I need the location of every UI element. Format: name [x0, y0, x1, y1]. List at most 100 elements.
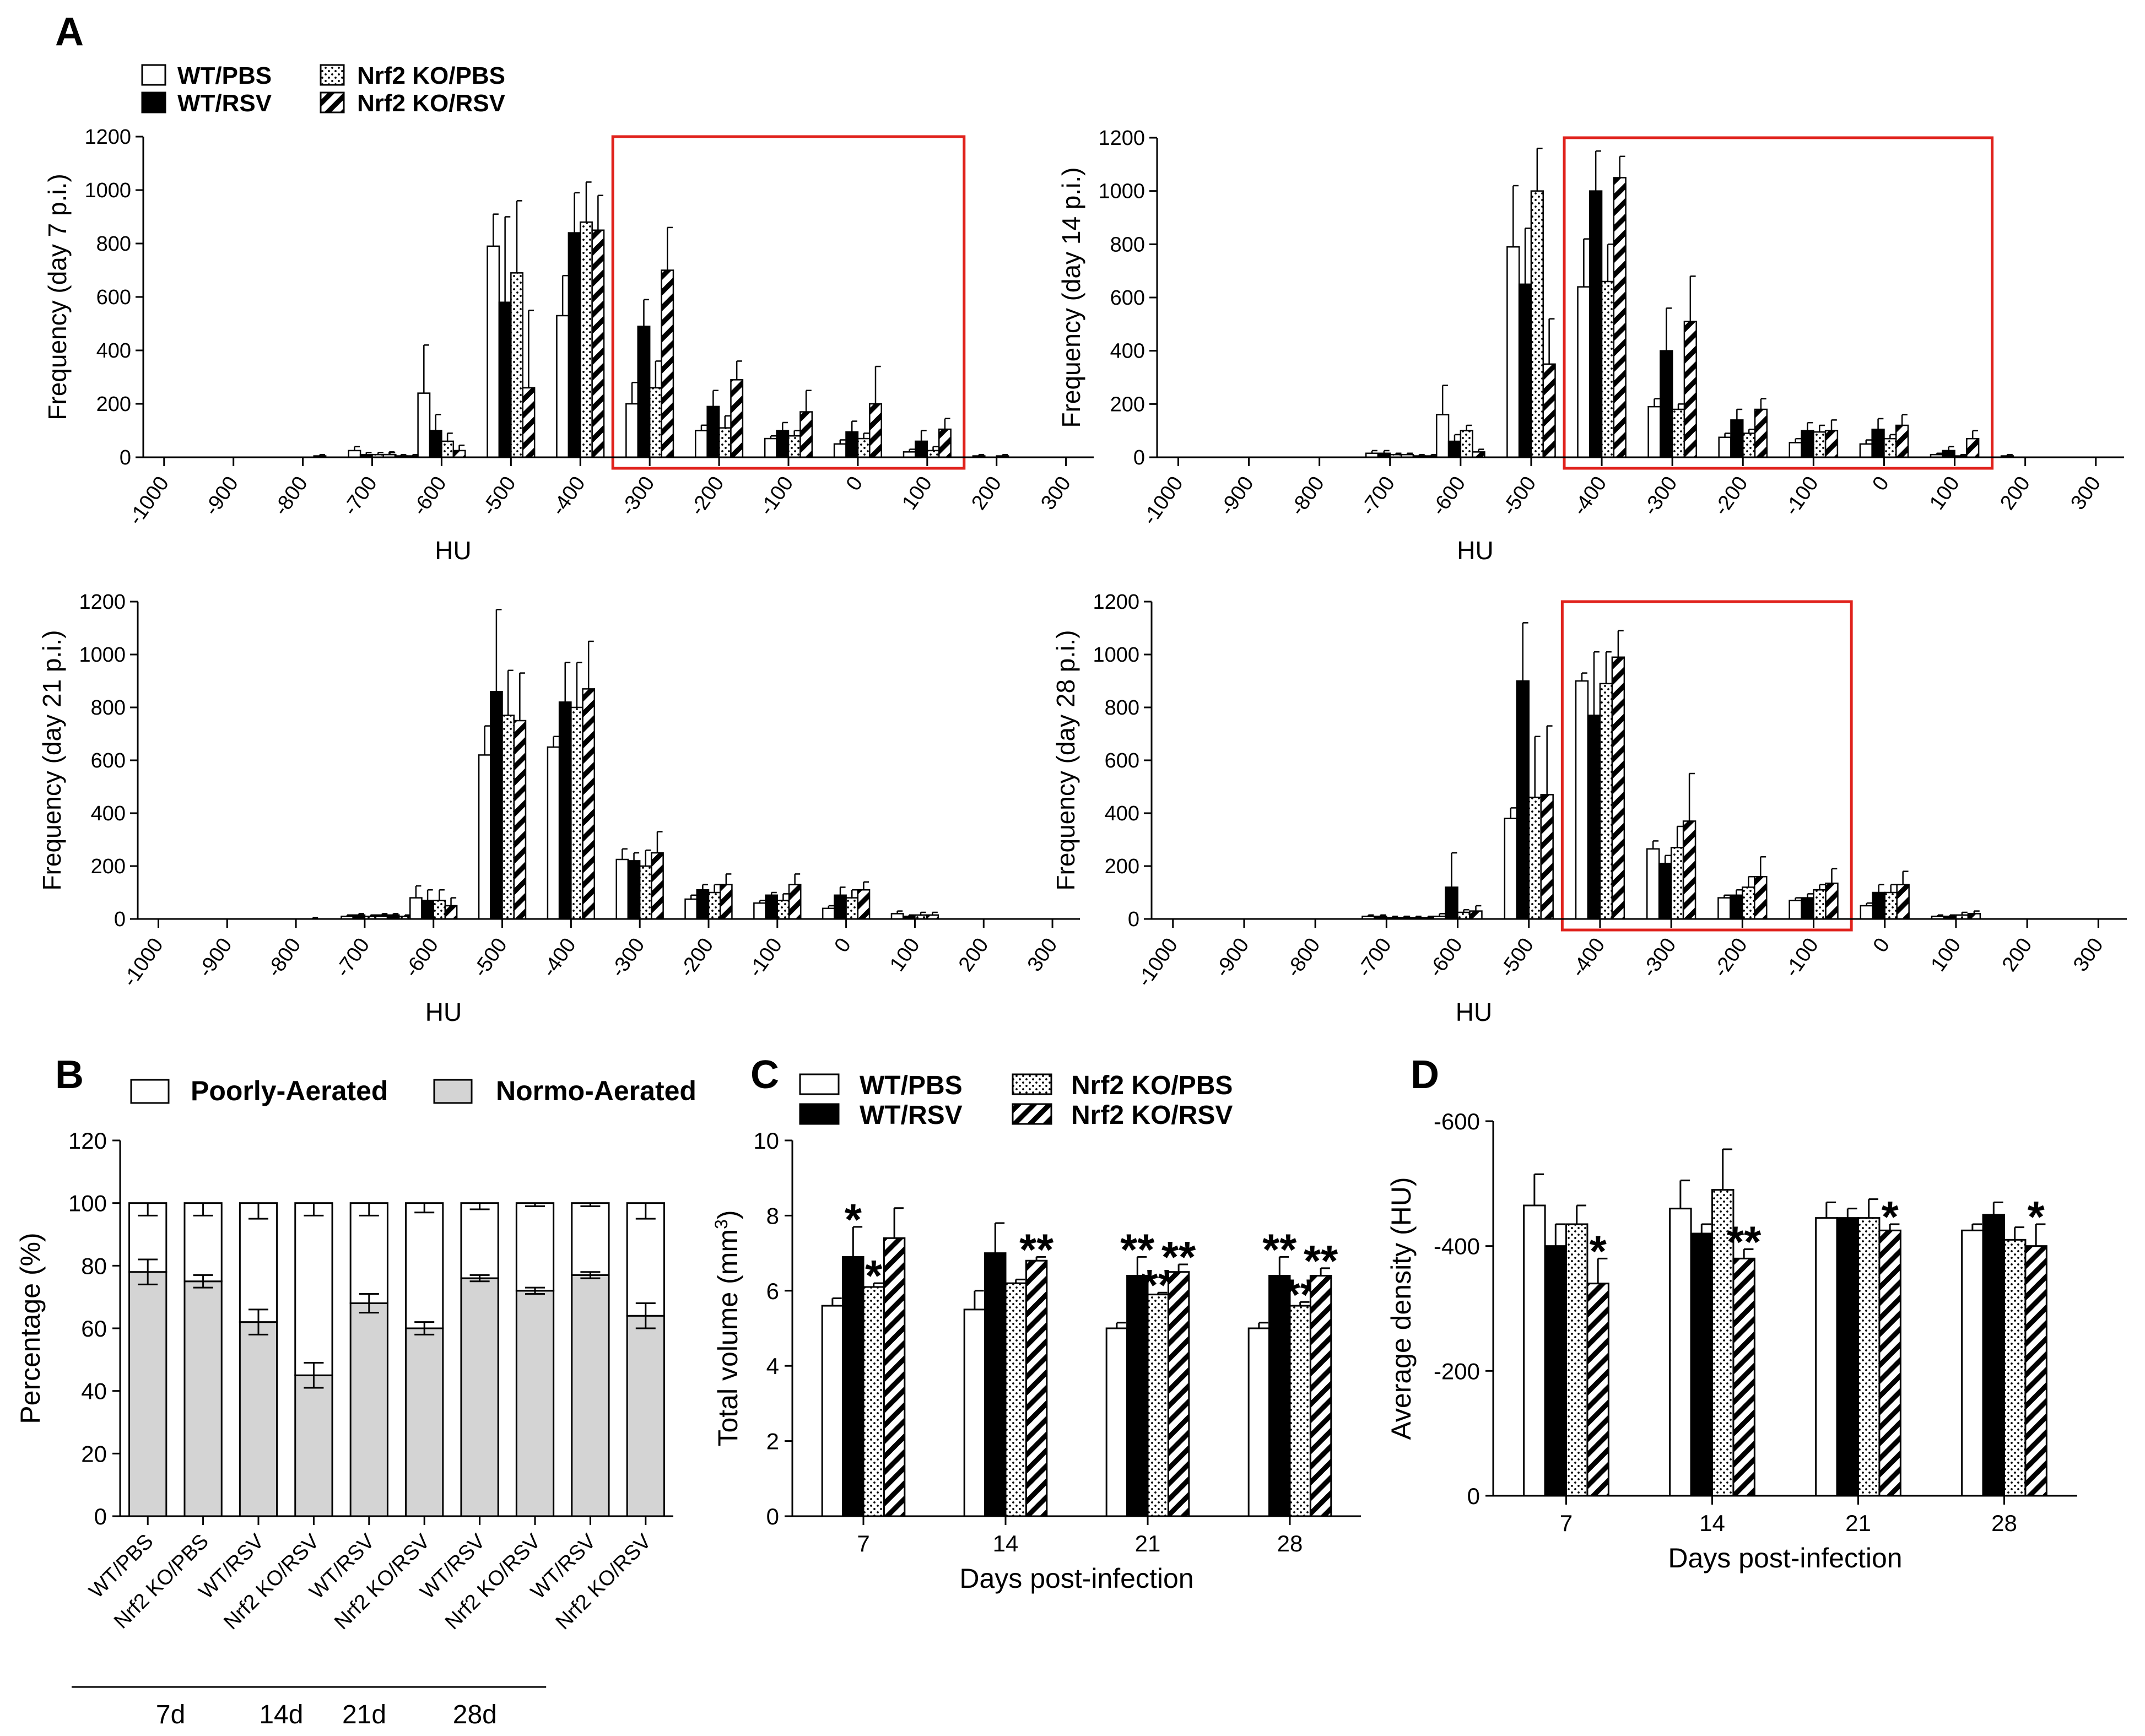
y-tick-label: 200 — [91, 855, 126, 878]
bar-nrf2-pbs — [570, 706, 583, 920]
bar-nrf2-pbs — [776, 900, 790, 920]
bar-nrf2-rsv — [1824, 430, 1839, 458]
x-tick-label: 0 — [830, 934, 856, 956]
y-tick-label: 600 — [96, 286, 131, 309]
bar-nrf2-rsv — [591, 229, 605, 458]
bar-nrf2-pbs — [845, 897, 859, 920]
bar-nrf2-pbs — [1884, 891, 1898, 920]
bar-wt-rsv — [1518, 283, 1532, 458]
bar-nrf2-pbs — [857, 437, 871, 458]
x-tick-label: 0 — [842, 472, 868, 495]
bar-nrf2-rsv — [1025, 1259, 1048, 1517]
y-tick-label: 400 — [91, 802, 126, 825]
legend-panel-c: WT/PBS WT/RSV Nrf2 KO/PBS Nrf2 KO/RSV — [799, 1071, 1233, 1130]
legend-swatch-c-wt-rsv — [799, 1103, 840, 1125]
bar-wt-rsv — [429, 430, 442, 458]
x-tick-label: -200 — [1710, 472, 1753, 520]
y-tick-label: 0 — [94, 1504, 107, 1529]
x-tick-label: 300 — [1023, 934, 1062, 976]
x-tick-label: 200 — [1996, 472, 2035, 514]
x-tick-label: -1000 — [1133, 934, 1182, 991]
y-tick-label: 800 — [1105, 696, 1139, 720]
significance-mark: ** — [1262, 1225, 1297, 1274]
legend-swatch-nrf2-rsv — [320, 91, 345, 113]
panel-letter-d: D — [1411, 1053, 1439, 1097]
x-tick-label: -800 — [269, 472, 312, 520]
day-group-label: 14d — [259, 1700, 303, 1729]
x-tick-label: -500 — [478, 472, 521, 520]
y-tick-label: 1000 — [79, 643, 126, 667]
y-tick-label: -600 — [1434, 1108, 1480, 1134]
y-tick-label: 4 — [766, 1353, 779, 1379]
bar-wt-pbs — [1646, 848, 1660, 920]
bar-wt-pbs — [1523, 1204, 1546, 1497]
significance-mark: ** — [1120, 1225, 1155, 1274]
y-tick-label: 400 — [1105, 802, 1139, 825]
bar-wt-pbs — [822, 907, 835, 920]
x-tick-label: 28 — [1277, 1531, 1303, 1556]
x-tick-label: 200 — [967, 472, 1006, 514]
legend-label-c-nrf2-rsv: Nrf2 KO/RSV — [1071, 1101, 1233, 1130]
x-axis-title: HU — [425, 998, 462, 1026]
x-tick-label: Nrf2 KO/RSV — [552, 1529, 656, 1634]
x-tick-label: 0 — [1868, 472, 1894, 495]
bar-nrf2-pbs — [1671, 408, 1685, 458]
legend-panel-a: WT/PBS WT/RSV Nrf2 KO/PBS Nrf2 KO/RSV — [141, 62, 506, 117]
x-tick-label: 0 — [1869, 934, 1895, 956]
y-axis-title: Average density (HU) — [1386, 1177, 1417, 1440]
bar-nrf2-rsv — [1878, 1229, 1901, 1497]
bar-wt-rsv — [776, 430, 790, 458]
x-tick-label: -700 — [1357, 472, 1400, 520]
y-tick-label: 1200 — [1093, 591, 1139, 614]
bar-wt-rsv — [1516, 680, 1530, 920]
bar-nrf2-rsv — [1542, 363, 1556, 458]
significance-mark: * — [2028, 1192, 2045, 1241]
y-tick-label: 20 — [81, 1441, 107, 1467]
legend-label-poorly: Poorly-Aerated — [191, 1075, 388, 1106]
x-tick-label: -700 — [331, 934, 374, 981]
significance-mark: * — [1590, 1226, 1607, 1275]
bar-wt-rsv — [421, 900, 434, 920]
bar-wt-rsv — [765, 894, 779, 920]
bar-poorly-aerated — [515, 1202, 555, 1292]
x-tick-label: -700 — [339, 472, 382, 520]
x-tick-label: -500 — [1498, 472, 1541, 520]
bar-nrf2-rsv — [1895, 424, 1909, 458]
x-tick-label: 100 — [1927, 934, 1966, 976]
x-tick-label: -400 — [1568, 472, 1611, 520]
bar-normo-aerated — [460, 1277, 499, 1517]
y-tick-label: 0 — [120, 446, 131, 469]
y-tick-label: 8 — [766, 1203, 779, 1229]
bar-wt-rsv — [984, 1252, 1007, 1517]
bar-nrf2-rsv — [857, 889, 871, 920]
bar-nrf2-rsv — [1825, 882, 1839, 920]
legend-label-c-wt-rsv: WT/RSV — [860, 1101, 963, 1130]
x-tick-label: Nrf2 KO/RSV — [219, 1529, 324, 1634]
bar-wt-pbs — [417, 392, 431, 458]
y-axis-title: Frequency (day 14 p.i.) — [1057, 167, 1085, 428]
day-group-label: 7d — [156, 1700, 185, 1729]
bar-wt-rsv — [696, 889, 710, 920]
bar-nrf2-rsv — [1683, 321, 1697, 458]
bar-nrf2-rsv — [1613, 177, 1627, 458]
bar-nrf2-pbs — [718, 427, 732, 458]
bar-normo-aerated — [349, 1302, 388, 1517]
bar-wt-pbs — [478, 754, 491, 920]
bar-wt-pbs — [409, 897, 423, 920]
y-tick-label: 2 — [766, 1429, 779, 1454]
bar-wt-rsv — [1126, 1275, 1149, 1517]
x-tick-label: 300 — [2069, 934, 2108, 976]
bar-nrf2-rsv — [513, 720, 527, 920]
x-tick-label: -600 — [1427, 472, 1470, 520]
significance-mark: ** — [1161, 1232, 1196, 1281]
bar-wt-pbs — [1860, 905, 1874, 920]
bar-nrf2-pbs — [862, 1286, 885, 1517]
bar-wt-rsv — [568, 232, 581, 458]
x-tick-label: -100 — [1780, 472, 1823, 520]
bar-nrf2-pbs — [926, 450, 940, 458]
x-tick-label: -200 — [675, 934, 718, 981]
y-tick-label: -400 — [1434, 1234, 1480, 1259]
